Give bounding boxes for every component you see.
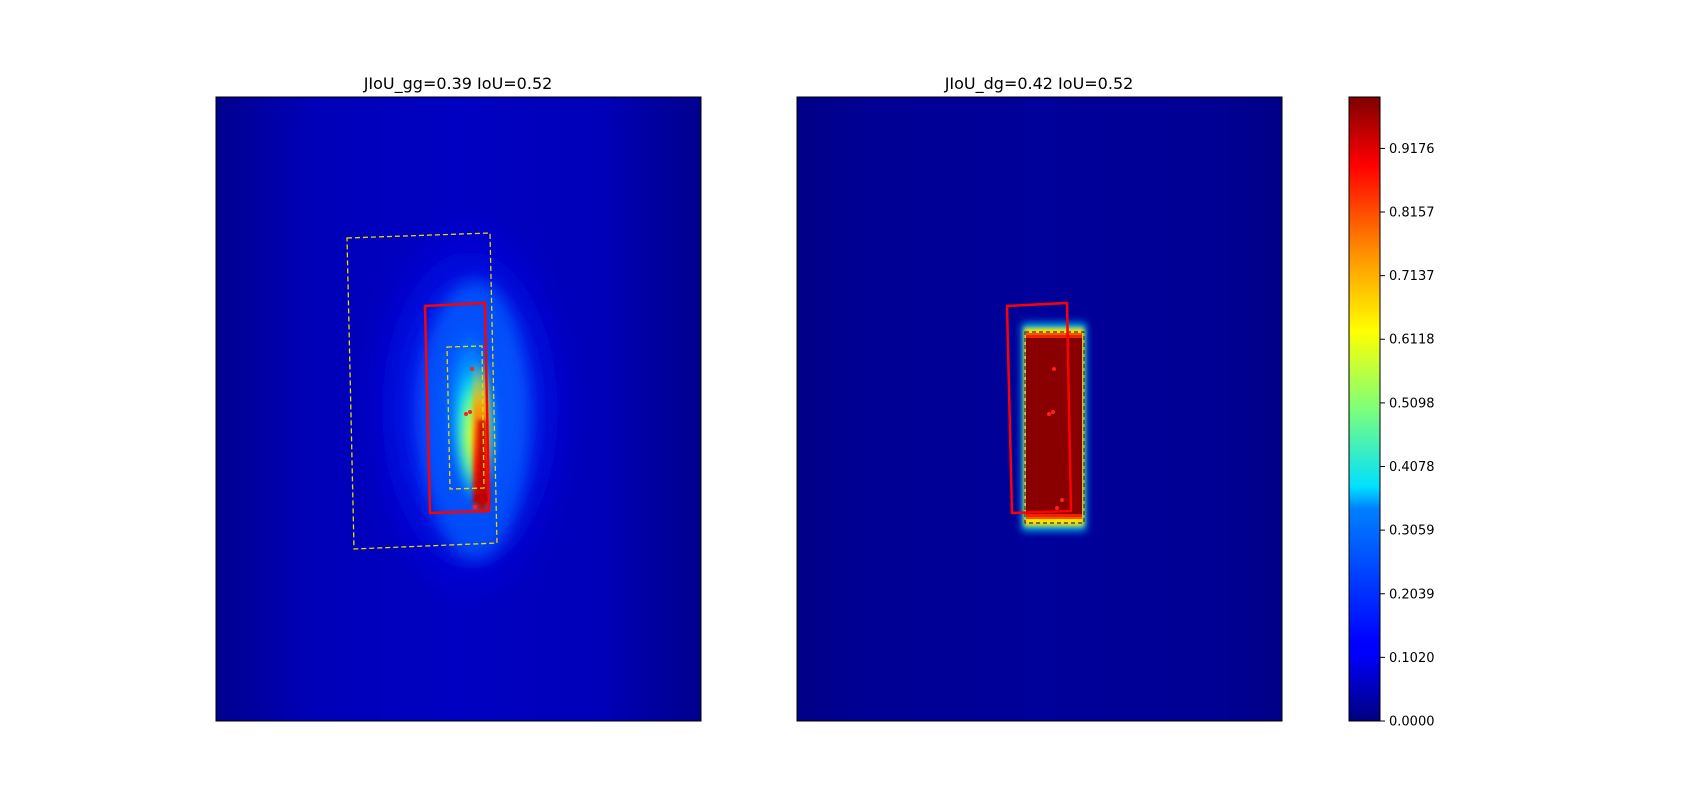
detection-box	[1024, 331, 1085, 524]
colorbar-tick-label: 0.4078	[1389, 460, 1435, 475]
panel-2-heatmap	[797, 97, 1282, 721]
panel-2-frame	[796, 96, 1283, 722]
point	[1047, 412, 1051, 416]
point	[468, 410, 472, 414]
colorbar-tick-label: 0.0000	[1389, 715, 1435, 730]
colorbar-tick-label: 0.8157	[1389, 206, 1435, 221]
colorbar: 0.0000 0.1020 0.2039 0.3059 0.4078 0.5098 0.61…	[1348, 96, 1435, 730]
colorbar-ticks: 0.0000 0.1020 0.2039 0.3059 0.4078 0.5098 0.61…	[1380, 142, 1435, 730]
point	[470, 367, 474, 371]
points-panel-2	[1047, 367, 1064, 510]
panel-1-title: JIoU_gg=0.39 IoU=0.52	[363, 74, 553, 94]
colorbar-tick-label: 0.6118	[1389, 333, 1435, 348]
colorbar-tick-label: 0.2039	[1389, 587, 1435, 602]
outer-enclosing-box	[346, 232, 498, 550]
colorbar-tick-label: 0.1020	[1389, 651, 1435, 666]
ground-truth-box	[423, 301, 491, 515]
colorbar-tick-label: 0.5098	[1389, 396, 1435, 411]
point	[1060, 498, 1064, 502]
colorbar-tick-label: 0.7137	[1389, 269, 1435, 284]
point	[1052, 367, 1056, 371]
panel-2-title: JIoU_dg=0.42 IoU=0.52	[944, 74, 1134, 94]
panel-1-frame	[215, 96, 702, 722]
point	[1055, 506, 1059, 510]
ground-truth-box	[1005, 301, 1073, 515]
inner-intersection-box	[446, 345, 485, 490]
point	[1051, 410, 1055, 414]
panel-1-heatmap	[216, 97, 701, 721]
colorbar-tick-label: 0.9176	[1389, 142, 1435, 157]
point	[464, 412, 468, 416]
points-panel-1	[464, 367, 477, 509]
heatmap-panel-2: JIoU_dg=0.42 IoU=0.52	[796, 74, 1283, 722]
heatmap-panel-1: JIoU_gg=0.39 IoU=0.52	[215, 74, 702, 722]
colorbar-tick-label: 0.3059	[1389, 524, 1435, 539]
colorbar-gradient	[1348, 96, 1381, 722]
point	[473, 505, 477, 509]
